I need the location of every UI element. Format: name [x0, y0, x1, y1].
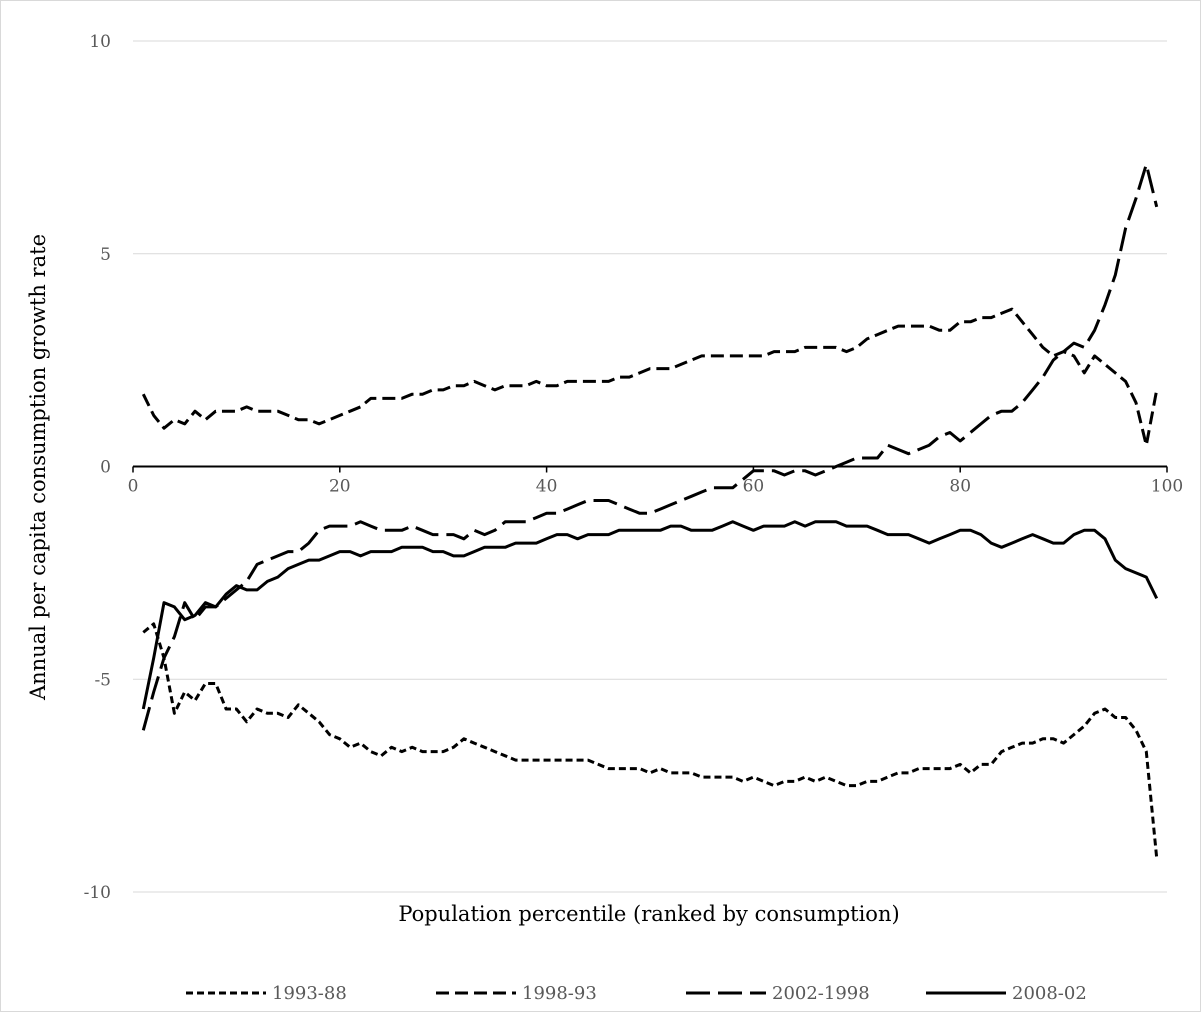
y-tick-label: 0	[100, 458, 111, 478]
y-tick-label: -5	[94, 670, 111, 690]
legend: 1993-88 1998-93 2002-1998 2008-02	[186, 983, 1087, 1004]
legend-label: 1993-88	[272, 983, 347, 1004]
x-tick-label: 20	[329, 477, 351, 497]
series-line-2002-1998	[141, 162, 1159, 731]
legend-label: 2002-1998	[772, 983, 870, 1004]
x-tick-label: 0	[128, 477, 139, 497]
series-line-1993-88	[142, 622, 1159, 859]
x-tick-label: 60	[743, 477, 765, 497]
series-line-1998-93	[141, 307, 1159, 447]
series-lines	[141, 162, 1159, 859]
x-axis	[132, 465, 1168, 473]
x-tick-label: 100	[1151, 477, 1183, 497]
x-tick-label: 80	[949, 477, 971, 497]
y-tick-label: 5	[100, 245, 111, 265]
x-tick-label: 40	[536, 477, 558, 497]
gridlines	[133, 40, 1167, 893]
x-axis-title: Population percentile (ranked by consump…	[398, 902, 899, 926]
y-axis-title: Annual per capita consumption growth rat…	[26, 234, 50, 701]
legend-label: 1998-93	[522, 983, 597, 1004]
legend-label: 2008-02	[1012, 983, 1087, 1004]
y-tick-label: 10	[89, 32, 111, 52]
series-line-2008-02	[141, 520, 1159, 710]
y-tick-label: -10	[84, 883, 111, 903]
